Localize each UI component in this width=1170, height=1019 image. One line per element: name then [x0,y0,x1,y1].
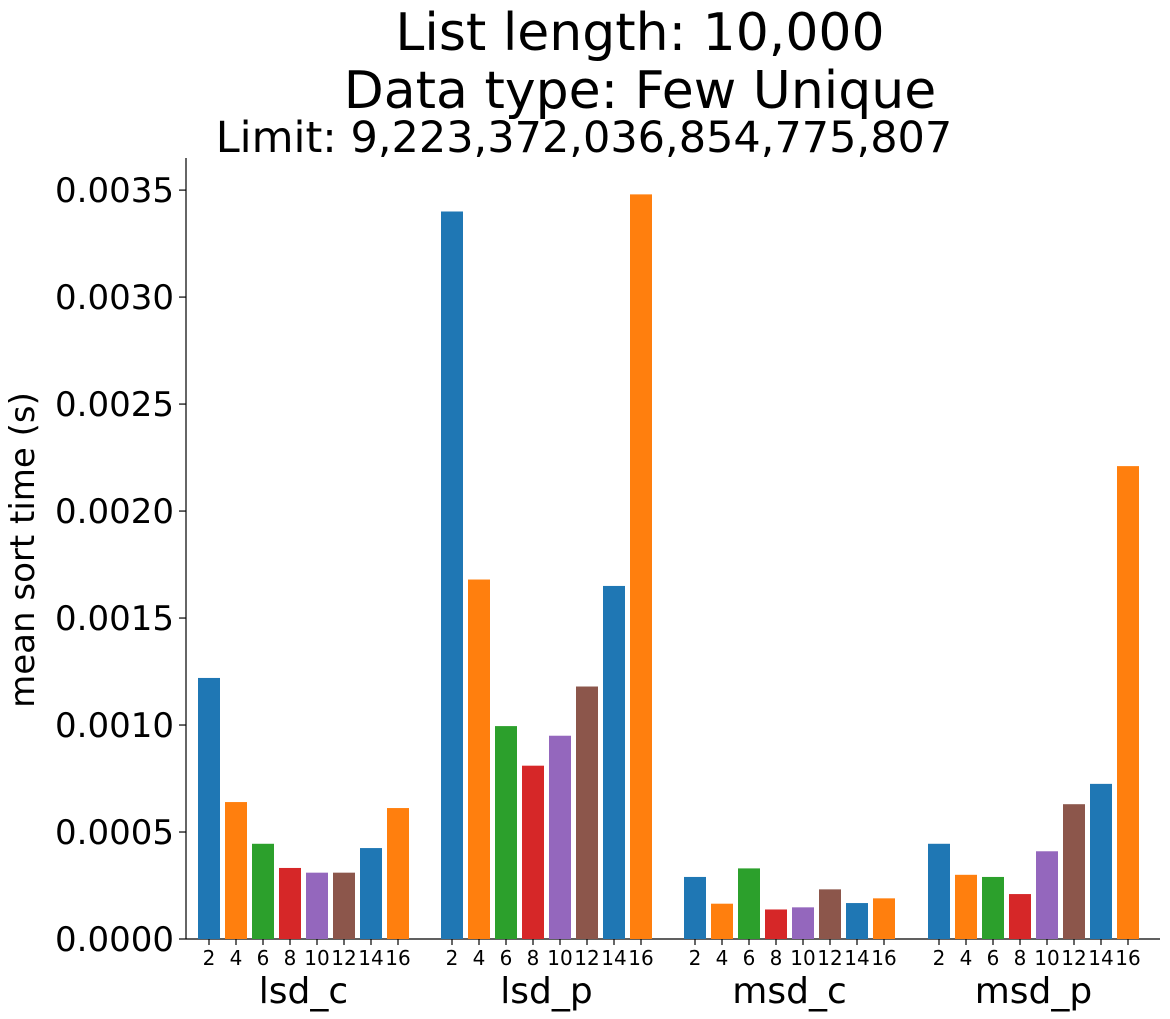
x-tick-label: 8 [284,946,297,970]
bar [279,867,301,939]
bar [684,876,706,939]
bar [1117,466,1139,939]
bar [873,898,895,939]
chart-title-line-1: List length: 10,000 [395,3,884,63]
x-tick-label: 6 [257,946,270,970]
y-tick-label: 0.0015 [55,599,174,639]
bar [711,903,733,939]
bar [1063,804,1085,939]
x-tick-label: 2 [446,946,459,970]
bar [792,907,814,939]
x-tick-label: 6 [743,946,756,970]
x-tick-label: 10 [790,946,815,970]
bar [955,874,977,939]
plot-area: 0.0000 0.0005 0.0010 0.0015 0.0020 0.0025 0.00… [55,158,1160,1012]
x-tick-label: 6 [987,946,1000,970]
x-tick-label: 14 [358,946,383,970]
bar [387,808,409,939]
bar [522,765,544,939]
x-tick-label: 12 [331,946,356,970]
bar [630,194,652,939]
y-tick-label: 0.0010 [55,706,174,746]
bar [549,735,571,939]
x-tick-label: 10 [547,946,572,970]
bar [1090,783,1112,939]
x-tick-label: 10 [1034,946,1059,970]
bar [765,909,787,939]
bar [306,872,328,939]
x-tick-label: 16 [628,946,653,970]
x-tick-label: 14 [1088,946,1113,970]
bar [819,889,841,939]
x-tick-label: 16 [871,946,896,970]
x-tick-label: 12 [1061,946,1086,970]
x-tick-label: 2 [203,946,216,970]
group-label: msd_p [975,971,1093,1012]
x-tick-label: 16 [1115,946,1140,970]
x-tick-label: 10 [304,946,329,970]
x-tick-label: 8 [1014,946,1027,970]
bar [738,868,760,939]
x-tick-label: 8 [527,946,540,970]
group-label: lsd_c [259,971,348,1012]
bar [252,843,274,939]
bar [495,726,517,939]
y-tick-label: 0.0025 [55,385,174,425]
x-tick-label: 4 [960,946,973,970]
bar [1009,894,1031,939]
bar [441,211,463,939]
x-tick-label: 12 [574,946,599,970]
group-label: msd_c [732,971,846,1012]
x-tick-label: 2 [933,946,946,970]
x-tick-label: 2 [689,946,702,970]
bar [198,677,220,939]
bar [468,579,490,939]
bar [982,876,1004,939]
x-tick-label: 4 [230,946,243,970]
chart-subtitle: Limit: 9,223,372,036,854,775,807 [216,113,953,163]
x-tick-label: 6 [500,946,513,970]
y-axis-label: mean sort time (s) [3,392,43,708]
bar [846,903,868,939]
bar [1036,851,1058,939]
y-tick-label: 0.0030 [55,278,174,318]
y-tick-label: 0.0020 [55,492,174,532]
y-tick-label: 0.0005 [55,813,174,853]
x-tick-label: 14 [601,946,626,970]
bar [576,686,598,939]
x-tick-label: 8 [770,946,783,970]
group-label: lsd_p [500,971,592,1012]
y-tick-label: 0.0035 [55,171,174,211]
y-tick-label: 0.0000 [55,920,174,960]
x-tick-label: 14 [844,946,869,970]
bar [360,848,382,939]
bar [333,872,355,939]
bar [225,802,247,939]
bar [928,843,950,939]
chart-title-line-2: Data type: Few Unique [344,61,936,121]
x-tick-label: 12 [817,946,842,970]
x-tick-label: 16 [385,946,410,970]
x-tick-label: 4 [473,946,486,970]
x-tick-label: 4 [716,946,729,970]
bar [603,585,625,939]
